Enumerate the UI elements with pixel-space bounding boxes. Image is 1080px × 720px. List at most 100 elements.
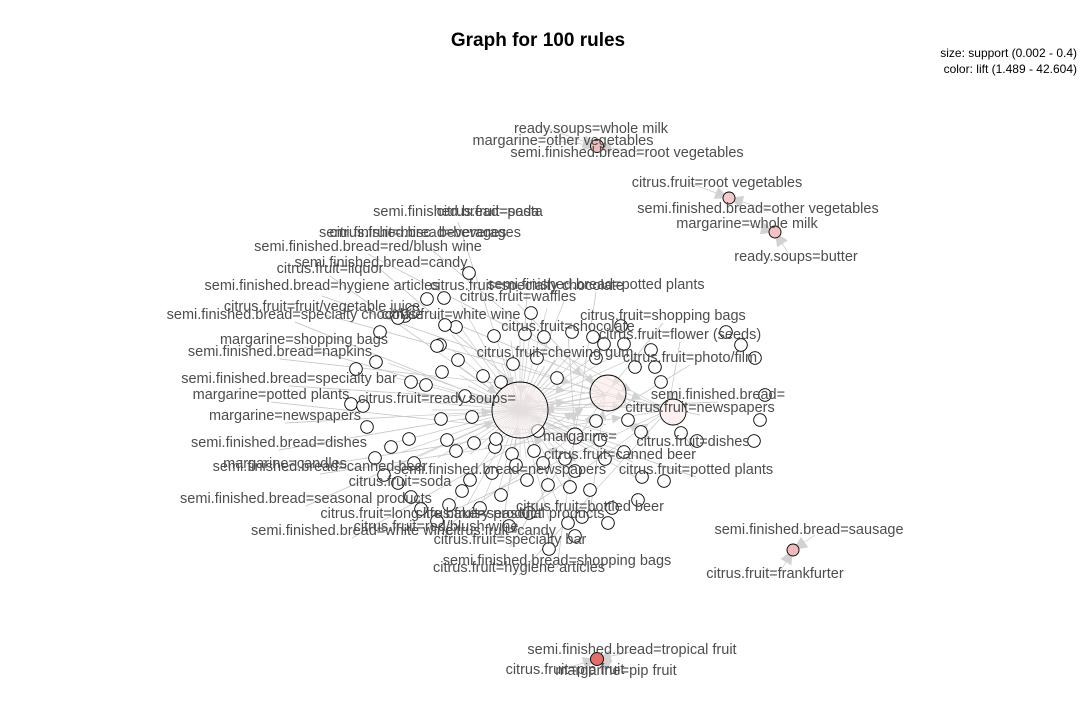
item-label: citrus.fruit=hygiene articles [433,560,605,576]
rule-node [491,381,549,439]
rule-node [463,473,477,487]
item-label: semi.finished.bread=dishes [191,435,367,451]
rule-node [377,468,391,482]
rule-node [590,652,604,666]
item-label: citrus.fruit=bottled beer [516,499,664,515]
rule-node [583,483,597,497]
item-label: semi.finished.bread=white wine [251,523,453,539]
rule-node [349,362,363,376]
graph-edge [673,341,681,377]
graph-arrowhead [483,395,495,404]
rule-node [657,474,671,488]
item-label: margarine=whole milk [676,216,818,232]
rule-node [575,510,589,524]
rule-node [520,473,534,487]
item-label: margarine=pip fruit [555,663,676,679]
rule-node [753,413,767,427]
item-label: citrus.fruit=photo/film [623,350,757,366]
item-label: citrus.fruit=specialty bar [434,532,587,548]
rule-node [537,330,551,344]
graph-arrowhead [555,398,566,408]
graph-edge [585,291,597,364]
graph-edge [278,422,443,451]
item-label: citrus.fruit=shopping bags [580,308,746,324]
rule-node [605,501,619,515]
item-label: semi.finished.bread=newspapers [394,462,606,478]
rule-node [565,325,579,339]
rule-node [598,452,612,466]
rule-node [406,305,420,319]
graph-edge [284,416,403,424]
item-label: semi.finished.bread= [651,387,785,403]
item-label: semi.finished.bread=root vegetables [510,145,743,161]
rule-node [384,440,398,454]
rule-node [768,225,782,239]
rule-node [617,337,631,351]
rule-node [542,542,556,556]
item-label: semi.finished.bread=potted plants [487,277,704,293]
rule-node [541,478,555,492]
rule-node [589,374,627,412]
graph-edge [288,385,479,399]
graph-arrowhead [481,407,492,417]
graph-arrowhead [611,414,623,424]
graph-edge [435,484,506,535]
rule-node [674,426,688,440]
item-label: semi.finished.bread=specialty chocolate [167,307,424,323]
rule-node [597,337,611,351]
graph-arrowhead [574,407,584,418]
item-label: semi.finished.bread=beverages [319,225,521,241]
rule-node [631,493,645,507]
rule-node [485,466,499,480]
rule-node [369,355,383,369]
item-label: citrus.fruit=misc. beverages [330,225,507,241]
rule-node [648,360,662,374]
graph-edge [319,454,448,475]
rule-node [404,375,418,389]
graph-arrowhead [486,384,498,394]
rule-node [561,516,575,530]
item-label: margarine= [543,429,617,445]
rule-node [437,291,451,305]
rule-node [368,451,382,465]
item-label: citrus.fruit=potted plants [619,462,773,478]
rule-node [451,353,465,367]
rule-node [494,375,508,389]
item-label: semi.finished.bread=specialty bar [181,371,397,387]
rule-node [502,519,516,533]
rule-node [509,458,523,472]
rule-node [614,319,628,333]
item-label: citrus.fruit=waffles [460,289,576,305]
rule-node [747,434,761,448]
graph-edge [567,333,572,385]
rule-node [590,139,604,153]
rule-node [489,432,503,446]
rule-node [440,433,454,447]
rule-node [659,398,687,426]
item-label: semi.finished.bread=sausage [714,522,903,538]
item-label: semi.finished.bread=tropical fruit [527,642,736,658]
rule-node [442,498,456,512]
graph-edge [556,501,567,569]
rule-node [593,433,607,447]
rule-node [589,351,603,365]
graph-arrowhead [555,385,566,395]
rule-node [644,343,658,357]
graph-edge [305,457,414,507]
graph-edge [321,313,496,363]
rule-node [356,399,370,413]
rule-node [419,378,433,392]
rule-node [634,425,648,439]
graph-edge [351,466,479,539]
rule-node [617,445,631,459]
rule-node [530,351,544,365]
item-label: margarine=shopping bags [220,332,388,348]
rule-node [391,476,405,490]
rule-node [558,452,572,466]
item-label: citrus.fruit=white wine [381,307,520,323]
rule-node [550,371,564,385]
item-label: citrus.fruit=canned beer [544,447,696,463]
rule-node [420,292,434,306]
rule-node [435,365,449,379]
